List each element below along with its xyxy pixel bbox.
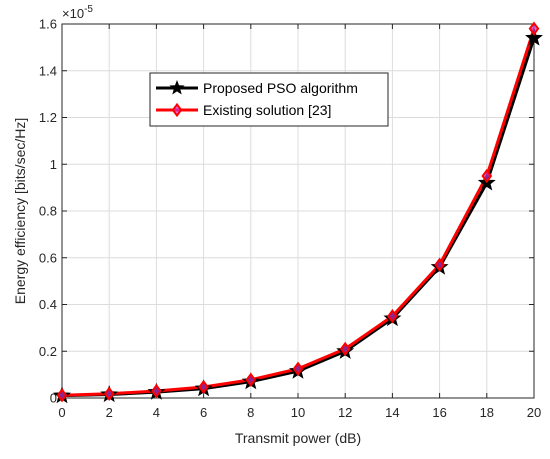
legend-entry-proposed: Proposed PSO algorithm (156, 80, 358, 96)
x-axis-label: Transmit power (dB) (235, 430, 361, 446)
y-tick-label: 1 (50, 157, 57, 172)
y-exponent-base: ×10 (62, 6, 84, 21)
legend-box (149, 72, 389, 127)
legend-label-proposed: Proposed PSO algorithm (203, 80, 358, 96)
y-tick-label: 1.2 (39, 110, 57, 125)
series-markers (53, 21, 543, 404)
data-point-diamond (198, 379, 209, 395)
data-point-diamond (151, 383, 162, 399)
data-point-star (525, 28, 543, 46)
data-point-diamond (528, 21, 540, 36)
x-tick-label: 8 (247, 405, 254, 420)
y-tick-label: 1.4 (39, 63, 57, 78)
y-tick-label: 0.6 (39, 250, 57, 265)
y-axis-label: Energy efficiency [bits/sec/Hz] (12, 118, 28, 304)
legend-entry-existing: Existing solution [23] (156, 102, 331, 118)
x-tick-label: 6 (200, 405, 207, 420)
data-point-diamond (434, 257, 445, 272)
x-tick-label: 16 (432, 405, 446, 420)
legend-label-existing: Existing solution [23] (203, 102, 331, 118)
data-point-diamond (56, 388, 68, 403)
data-point-diamond (339, 341, 351, 357)
y-exponent-label: ×10-5 (62, 4, 93, 21)
y-exponent-power: -5 (84, 4, 93, 15)
data-point-diamond (103, 386, 115, 401)
y-tick-label: 0.2 (39, 344, 57, 359)
y-tick-label: 1.6 (39, 17, 57, 32)
y-tick-label: 0.8 (39, 204, 57, 219)
x-tick-label: 20 (527, 405, 541, 420)
x-tick-label: 2 (106, 405, 113, 420)
x-tick-label: 18 (480, 405, 494, 420)
data-point-diamond (387, 309, 398, 324)
y-tick-label: 0.4 (39, 297, 57, 312)
data-point-diamond (245, 372, 257, 387)
x-tick-label: 10 (291, 405, 305, 420)
x-tick-label: 12 (338, 405, 352, 420)
legend-diamond-marker (171, 102, 183, 118)
data-point-diamond (292, 361, 304, 376)
x-tick-label: 0 (58, 405, 65, 420)
legend-star-marker (169, 80, 185, 95)
data-point-diamond (481, 168, 493, 184)
x-tick-label: 4 (153, 405, 160, 420)
legend: Proposed PSO algorithm Existing solution… (149, 72, 389, 127)
y-tick-label: 0 (50, 391, 57, 406)
x-tick-label: 14 (385, 405, 399, 420)
